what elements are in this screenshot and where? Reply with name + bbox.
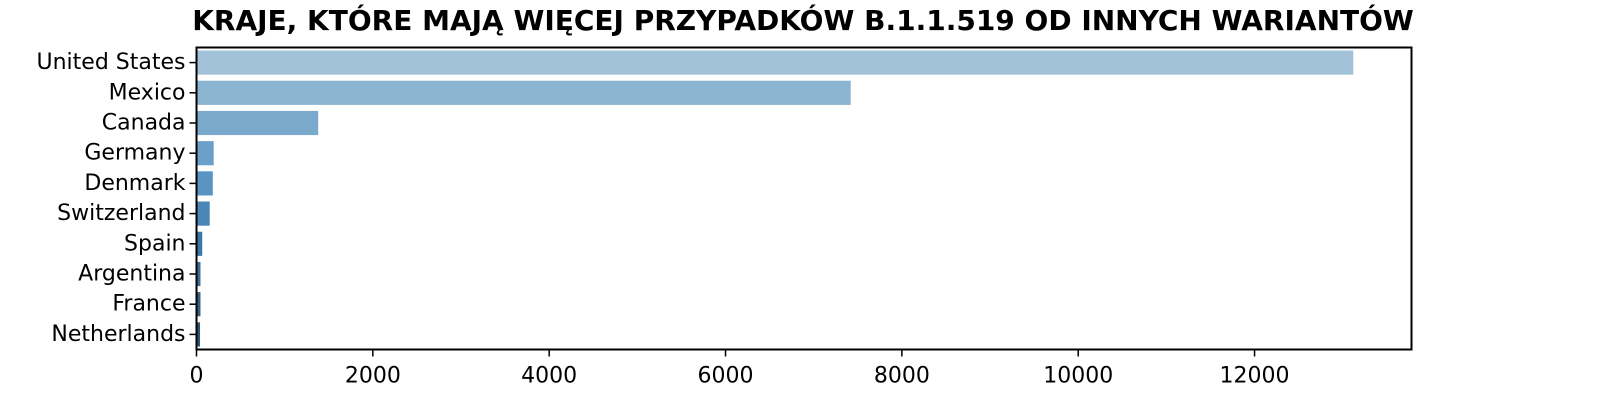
chart-title: KRAJE, KTÓRE MAJĄ WIĘCEJ PRZYPADKÓW B.1.… — [192, 3, 1414, 37]
bar — [196, 80, 851, 105]
plot-frame — [195, 46, 1413, 351]
category-label: Denmark — [84, 171, 185, 196]
bar — [196, 171, 213, 196]
bar — [196, 110, 319, 136]
x-tick-label: 2000 — [345, 364, 401, 389]
bar — [196, 292, 201, 317]
bars-group — [196, 50, 1354, 347]
category-label: Mexico — [109, 80, 186, 105]
x-tick-label: 10000 — [1043, 364, 1113, 389]
category-label: Spain — [124, 231, 185, 256]
category-label: Switzerland — [57, 201, 185, 226]
x-tick-label: 8000 — [874, 364, 930, 389]
x-tick-label: 0 — [190, 364, 204, 389]
bar — [196, 141, 214, 166]
x-tick-label: 6000 — [698, 364, 754, 389]
x-tick-label: 12000 — [1220, 364, 1290, 389]
bar — [196, 261, 201, 287]
category-label: France — [112, 292, 185, 317]
category-label: Germany — [84, 141, 185, 166]
category-label: United States — [37, 50, 186, 75]
x-tick-label: 4000 — [521, 364, 577, 389]
bar — [196, 322, 201, 347]
x-axis-ticks: 0 2000 4000 6000 8000 10000 12000 — [190, 349, 1290, 389]
bar — [196, 50, 1354, 75]
category-label: Argentina — [78, 262, 185, 287]
category-label: Canada — [102, 111, 186, 136]
bar — [196, 231, 203, 256]
bar — [196, 201, 210, 226]
category-label: Netherlands — [51, 322, 185, 347]
category-labels: United States Mexico Canada Germany Denmark S… — [37, 50, 197, 347]
